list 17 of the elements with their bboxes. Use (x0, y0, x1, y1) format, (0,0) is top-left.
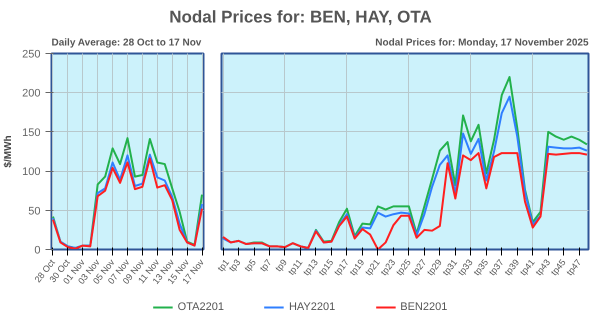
legend-label: HAY2201 (288, 301, 336, 313)
text: Nodal Prices for: BEN, HAY, OTA (169, 8, 432, 26)
y-tick-label: 100 (22, 166, 41, 178)
x-tick-label: tp9 (273, 257, 289, 274)
chart-subtitle: Daily Average: 28 Oct to 17 Nov (52, 38, 202, 48)
chart-subtitle: Nodal Prices for: Monday, 17 November 2025 (375, 38, 589, 48)
x-tick-label: tp7 (258, 257, 274, 274)
legend-label: OTA2201 (178, 301, 224, 313)
y-axis-title: $/MWh (3, 135, 14, 168)
y-tick-label: 200 (22, 88, 41, 100)
x-tick-label: tp5 (242, 257, 258, 274)
y-tick-label: 250 (22, 48, 41, 60)
y-tick-label: 0 (34, 244, 41, 256)
legend-label: BEN2201 (400, 301, 448, 313)
x-tick-label: tp11 (286, 257, 304, 277)
y-tick-label: 150 (22, 126, 41, 139)
y-tick-label: 50 (28, 205, 41, 218)
